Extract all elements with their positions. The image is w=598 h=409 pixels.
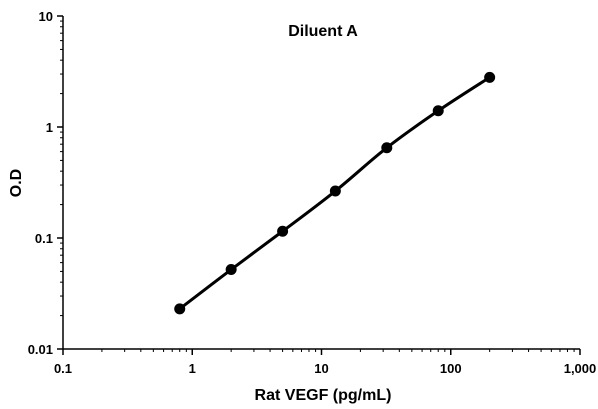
chart-title: Diluent A (288, 23, 358, 40)
y-tick-label: 0.1 (35, 231, 53, 246)
y-tick-label: 1 (46, 120, 53, 135)
x-tick-label: 1 (189, 361, 196, 376)
x-tick-label: 1,000 (564, 361, 597, 376)
x-axis-title: Rat VEGF (pg/mL) (255, 387, 392, 404)
data-point (225, 264, 237, 276)
data-point (484, 71, 496, 83)
y-axis-title: O.D (8, 169, 25, 197)
data-point (277, 225, 289, 237)
y-tick-label: 0.01 (28, 342, 53, 357)
data-point (432, 105, 444, 117)
y-tick-label: 10 (39, 9, 53, 24)
x-tick-label: 0.1 (54, 361, 72, 376)
data-point (329, 185, 341, 197)
data-point (381, 142, 393, 154)
x-tick-label: 10 (314, 361, 328, 376)
x-tick-label: 100 (440, 361, 462, 376)
data-point (174, 303, 186, 315)
